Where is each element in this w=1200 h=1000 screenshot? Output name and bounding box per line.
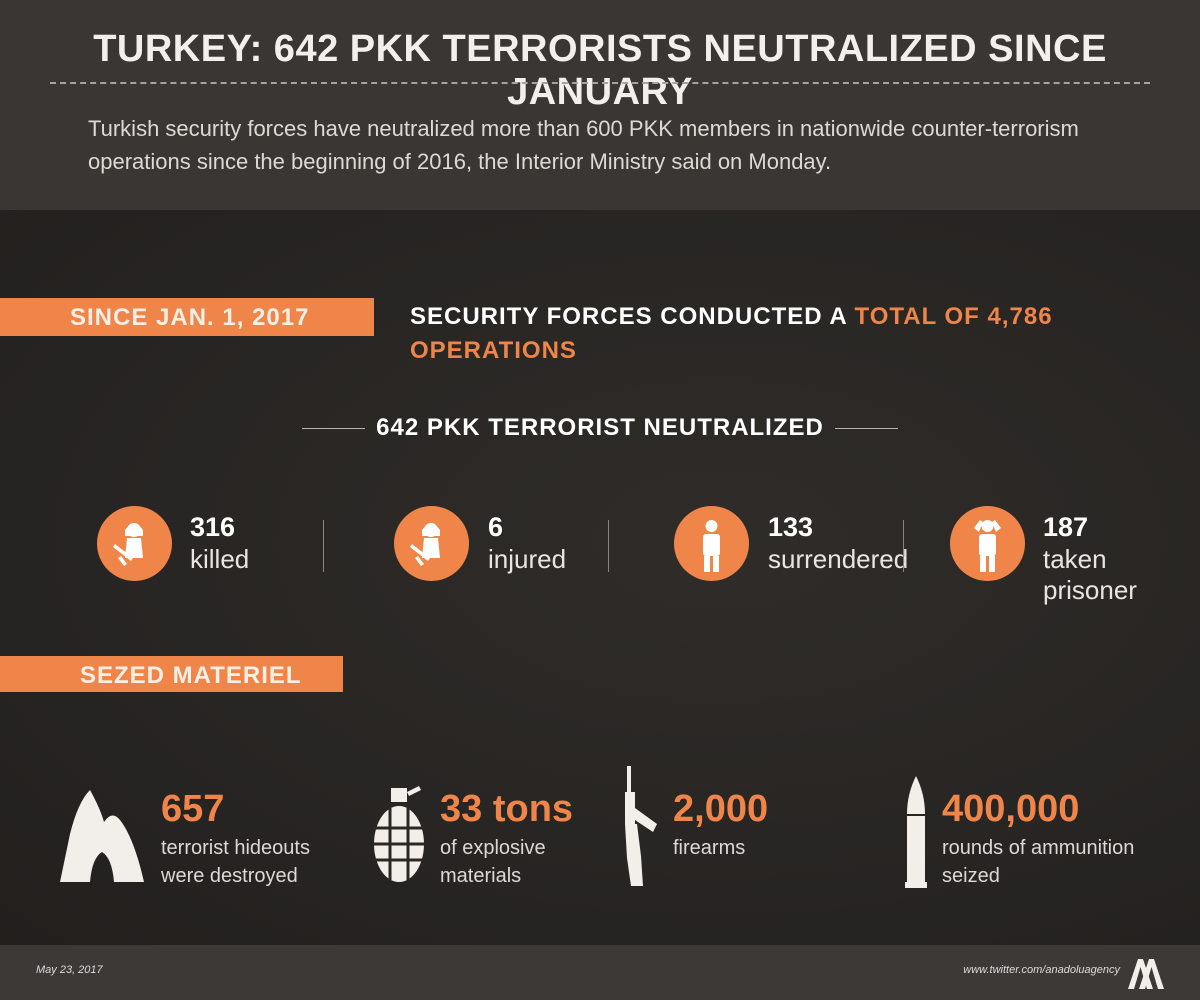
materiel-firearms-value: 2,000 (673, 788, 769, 830)
stat-separator (608, 520, 609, 572)
materiel-explosives-label: of explosive materials (440, 834, 546, 890)
operations-summary: SECURITY FORCES CONDUCTED A TOTAL OF 4,7… (410, 300, 1200, 368)
stat-injured-value: 6 (488, 512, 504, 542)
materiel-banner: SEZED MATERIEL (0, 656, 343, 692)
operations-total: TOTAL OF 4,786 OPERATIONS (410, 303, 1053, 364)
neutralized-title: 642 PKK TERRORIST NEUTRALIZED (376, 414, 824, 441)
stat-surrendered-label: surrendered (768, 544, 909, 574)
killed-icon (97, 506, 172, 581)
materiel-ammunition-label: rounds of ammunition seized (942, 834, 1134, 890)
footer-bar (0, 945, 1200, 1000)
bullet-icon (905, 776, 927, 888)
stat-prisoner-label: taken prisoner (1043, 544, 1137, 605)
materiel-explosives-label-line2: materials (440, 865, 522, 887)
materiel-ammunition-label-line2: seized (942, 865, 1000, 887)
prisoner-icon (950, 506, 1025, 581)
materiel-hideouts-label-line2: were destroyed (161, 865, 298, 887)
injured-icon (394, 506, 469, 581)
operations-text: SECURITY FORCES CONDUCTED A (410, 303, 855, 330)
materiel-firearms-label-line1: firearms (673, 837, 746, 859)
stat-killed-value: 316 (190, 512, 236, 542)
page-title: TURKEY: 642 PKK TERRORISTS NEUTRALIZED S… (93, 28, 1107, 113)
twitter-link[interactable]: www.twitter.com/anadoluagency (963, 964, 1120, 976)
materiel-hideouts-value: 657 (161, 788, 225, 830)
grenade-icon (374, 786, 424, 882)
stat-separator (323, 520, 324, 572)
materiel-explosives-label-line1: of explosive (440, 837, 546, 859)
rifle-icon (625, 766, 657, 886)
anadolu-agency-logo (1128, 959, 1164, 989)
materiel-firearms-label: firearms (673, 834, 745, 862)
stat-separator (903, 520, 904, 572)
title-rule-right (835, 428, 898, 429)
materiel-explosives-value: 33 tons (440, 788, 574, 830)
stat-surrendered-value: 133 (768, 512, 814, 542)
materiel-ammunition-label-line1: rounds of ammunition (942, 837, 1135, 859)
title-divider (50, 82, 1150, 84)
stat-prisoner-value: 187 (1043, 512, 1089, 542)
materiel-ammunition-value: 400,000 (942, 788, 1080, 830)
materiel-hideouts-label-line1: terrorist hideouts (161, 837, 310, 859)
intro-text: Turkish security forces have neutralized… (88, 116, 1079, 174)
publication-date: May 23, 2017 (36, 964, 103, 976)
since-date-banner: SINCE JAN. 1, 2017 (0, 298, 374, 336)
stat-injured-label: injured (488, 544, 567, 574)
stat-killed-label: killed (190, 544, 250, 574)
header-panel (0, 0, 1200, 210)
cave-icon (60, 790, 144, 882)
surrendered-icon (674, 506, 749, 581)
materiel-hideouts-label: terrorist hideouts were destroyed (161, 834, 310, 890)
title-rule-left (302, 428, 365, 429)
